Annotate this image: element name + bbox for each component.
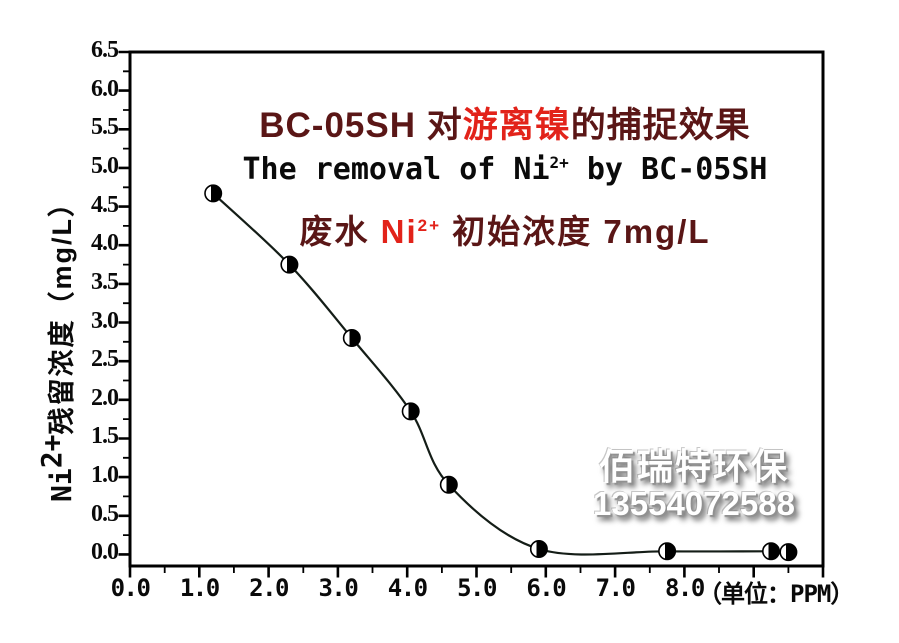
subtitle-nickel: Ni [380,213,418,250]
x-tick-label: 4.0 [387,574,428,602]
x-tick-label: 5.0 [457,574,497,602]
y-axis-title-superscript: 2+ [35,434,68,469]
y-tick-label: 6.0 [91,75,119,102]
x-tick-label: 3.0 [318,574,358,602]
data-point [658,542,677,561]
subtitle-nickel-superscript: 2+ [417,216,442,235]
y-axis-title: Ni2+残留浓度（mg/L） [35,188,79,502]
x-axis-tick-labels: 0.0 1.0 2.0 3.0 4.0 5.0 6.0 7.0 8.0 [0,574,899,608]
title-cn-suffix: 的捕捉效果 [570,106,751,145]
y-tick-label: 2.5 [91,346,119,373]
y-tick-label: 1.0 [91,462,119,489]
y-tick-label: 3.5 [91,268,119,295]
y-axis-title-element: Ni [45,468,78,502]
major-ticks [118,50,825,578]
title-cn-highlight: 游离镍 [462,106,571,145]
y-tick-label: 5.5 [91,114,119,141]
x-tick-label: 6.0 [526,574,566,602]
y-tick-label: 0.5 [91,500,119,527]
title-en-prefix: The removal of Ni [242,152,550,187]
data-point [439,475,458,494]
x-tick-label: 0.0 [110,574,151,602]
data-point [761,542,780,561]
title-en-superscript: 2+ [549,153,569,172]
minor-ticks [123,70,790,573]
watermark-phone: 13554072588 [593,485,795,522]
y-axis-title-text: 残留浓度（mg/L） [47,188,77,435]
title-chinese: BC-05SH 对游离镍的捕捉效果 [150,97,860,148]
data-point [204,184,223,203]
x-axis-unit-label: （单位：PPM） [698,580,854,608]
y-tick-label: 2.0 [91,384,119,411]
x-tick-label: 8.0 [664,574,705,602]
y-tick-label: 0.0 [91,539,119,566]
title-english: The removal of Ni2+ by BC-05SH [150,152,860,187]
y-tick-label: 6.5 [91,37,119,63]
y-axis-tick-labels: 0.0 0.5 1.0 1.5 2.0 2.5 3.0 3.5 4.0 4.5 5.0 5.5 6.0 6… [0,0,124,643]
data-point [529,539,548,558]
data-point [779,543,798,562]
y-tick-label: 3.0 [91,307,119,334]
y-tick-label: 5.0 [91,152,119,179]
subtitle-concentration: 废水 Ni2+ 初始浓度 7mg/L [150,205,860,253]
data-point [280,255,299,274]
title-en-suffix: by BC-05SH [568,152,768,187]
x-tick-label: 1.0 [179,574,220,602]
subtitle-suffix: 初始浓度 7mg/L [441,213,711,250]
x-tick-label: 2.0 [249,574,289,602]
title-cn-prefix: BC-05SH 对 [259,106,463,145]
data-point [401,402,420,421]
plot-border [128,50,825,568]
x-tick-label: 7.0 [595,574,636,602]
watermark: 佰瑞特环保 13554072588 [568,448,820,522]
y-tick-label: 4.0 [91,230,119,257]
y-tick-label: 1.5 [91,423,119,450]
y-tick-label: 4.5 [91,191,119,218]
subtitle-prefix: 废水 [299,213,381,250]
watermark-company: 佰瑞特环保 [598,446,789,487]
data-point [342,328,361,347]
